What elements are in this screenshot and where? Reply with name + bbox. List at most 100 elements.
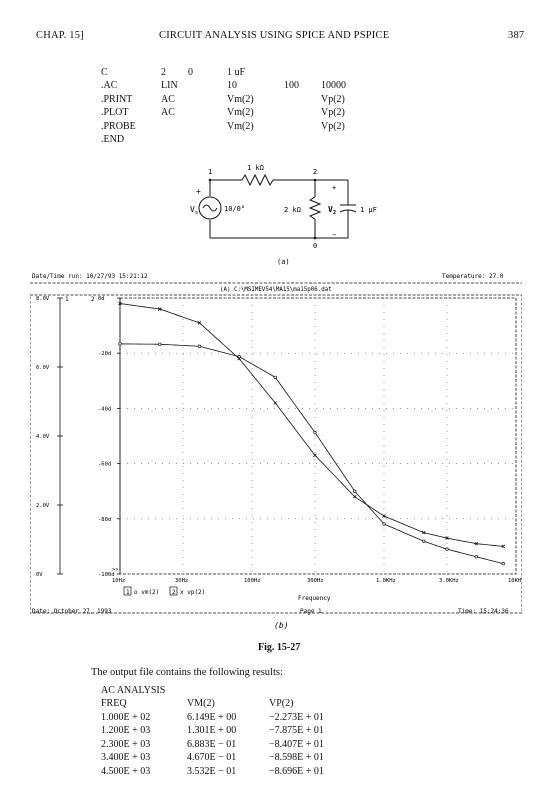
y1-tick-label: 8.0V: [36, 296, 50, 302]
x-tick-label: 1.0KHz: [376, 578, 396, 584]
vout-minus: −: [332, 231, 336, 239]
data-point-vp(2): [474, 541, 479, 546]
x-axis-label: Frequency: [298, 595, 331, 602]
data-point-vp(2): [352, 494, 357, 499]
netlist-cell: AC: [161, 107, 175, 119]
circuit-diagram: 1 2 0 1 kΩ 2 kΩ 1 μF Vs 10/0° + V2 + − (…: [190, 164, 377, 266]
axis-marker-3: >>: [112, 567, 119, 573]
source-plus: +: [196, 187, 201, 196]
data-point-vm(2): [197, 344, 202, 348]
data-point-vm(2): [382, 522, 386, 526]
y1-tick-label: 2.0V: [36, 503, 50, 509]
results-title: AC ANALYSIS: [101, 685, 166, 696]
netlist-cell: 1 uF: [227, 67, 246, 78]
data-point-vm(2): [474, 555, 478, 559]
data-point-vp(2): [197, 321, 202, 325]
netlist-cell: 2: [161, 67, 166, 78]
legend-1: o vm(2): [134, 589, 159, 596]
y2-tick-label: -20d: [98, 351, 111, 357]
results-header: VP(2): [269, 698, 294, 709]
netlist-cell: Vp(2): [321, 107, 345, 119]
probe-chart: Date/Time run: 10/27/93 15:21:12 Tempera…: [30, 273, 522, 630]
y2-axis: 0d -20d -40d -60d -80d -100d: [98, 296, 120, 578]
results-header: FREQ: [101, 698, 127, 709]
series-line-vm(2): [119, 343, 504, 565]
data-point-vp(2): [382, 514, 386, 518]
netlist-cell: .PRINT: [101, 93, 133, 105]
netlist-cell: Vp(2): [321, 93, 345, 105]
results-cell: −2.273E + 01: [269, 711, 324, 723]
netlist-cell: .END: [101, 133, 125, 145]
netlist-cell: AC: [161, 93, 175, 105]
y2-tick-label: -60d: [98, 462, 111, 468]
netlist-cell: Vm(2): [227, 107, 254, 119]
results-cell: 1.200E + 03: [101, 725, 151, 736]
r1-label: 1 kΩ: [247, 164, 264, 172]
page-number: 387: [508, 30, 525, 41]
netlist-cell: C: [101, 67, 108, 78]
legend-1-box: 1: [126, 589, 130, 596]
series-group: [118, 301, 505, 566]
data-point-vm(2): [422, 539, 426, 543]
netlist-cell: .PROBE: [101, 120, 136, 132]
node-1-label: 1: [208, 168, 212, 176]
data-point-vp(2): [273, 401, 278, 405]
probe-file: (A) C:\MSIMEV54\MA15\ma15p06.dat: [220, 287, 332, 293]
netlist-cell: .PLOT: [101, 107, 129, 119]
y1-tick-label: 6.0V: [36, 365, 50, 371]
netlist-cell: Vm(2): [227, 93, 254, 105]
x-tick-label: 300Hz: [307, 578, 324, 584]
chapter-label: CHAP. 15]: [36, 30, 84, 41]
y1-tick-label: 4.0V: [36, 434, 50, 440]
data-point-vm(2): [118, 342, 122, 346]
x-tick-label: 100Hz: [244, 578, 261, 584]
data-point-vm(2): [313, 430, 317, 435]
data-point-vm(2): [445, 547, 449, 551]
y2-tick-label: -100d: [98, 572, 115, 578]
data-point-vp(2): [501, 544, 505, 549]
grid: [120, 298, 516, 574]
x-axis: 10Hz 30Hz 100Hz 300Hz 1.0KHz 3.0KHz 10KHz: [112, 578, 522, 584]
y2-tick-label: -80d: [98, 517, 111, 523]
x-tick-label: 10Hz: [112, 578, 125, 584]
data-point-vm(2): [273, 375, 277, 379]
results-cell: 6.149E + 00: [187, 711, 237, 723]
results-header: VM(2): [187, 698, 215, 709]
y2-tick-label: -40d: [98, 406, 111, 412]
node-0-label: 0: [313, 242, 317, 250]
netlist-cell: .AC: [101, 80, 118, 92]
output-intro: The output file contains the following r…: [91, 667, 283, 678]
data-point-vp(2): [445, 536, 449, 540]
vout-plus: +: [332, 184, 336, 192]
x-tick-label: 30Hz: [175, 578, 188, 584]
y1-axis: 8.0V 6.0V 4.0V 2.0V 0V: [36, 296, 63, 578]
data-point-vm(2): [353, 489, 357, 493]
netlist-cell: Vp(2): [321, 120, 345, 132]
data-point-vm(2): [501, 562, 505, 566]
data-point-vp(2): [118, 301, 122, 306]
data-point-vp(2): [421, 530, 426, 535]
r2-label: 2 kΩ: [284, 206, 301, 214]
data-point-vp(2): [237, 356, 241, 361]
results-cell: 3.532E − 01: [187, 765, 237, 777]
data-point-vm(2): [237, 354, 241, 359]
source-label: Vs: [190, 205, 198, 216]
figure-caption: Fig. 15-27: [258, 642, 301, 653]
results-cell: 1.000E + 02: [101, 711, 151, 723]
axis-marker-2: 2: [91, 296, 95, 303]
data-point-vp(2): [313, 453, 317, 458]
x-tick-label: 3.0KHz: [439, 578, 459, 584]
data-point-vm(2): [158, 342, 162, 346]
results-cell: 1.301E + 00: [187, 725, 237, 736]
results-cell: 4.500E + 03: [101, 765, 151, 777]
axis-marker-1: 1: [65, 296, 69, 303]
results-cell: −8.598E + 01: [269, 752, 324, 763]
y2-tick-label: 0d: [98, 296, 105, 302]
y1-tick-label: 0V: [36, 572, 43, 578]
results-cell: 2.300E + 03: [101, 738, 151, 750]
netlist-cell: 100: [284, 80, 299, 92]
probe-footer-page: Page 1: [300, 608, 322, 615]
results-cell: −7.875E + 01: [269, 725, 324, 736]
probe-footer-date: Date: October 27, 1993: [32, 608, 112, 615]
legend-2-box: 2: [172, 589, 176, 596]
